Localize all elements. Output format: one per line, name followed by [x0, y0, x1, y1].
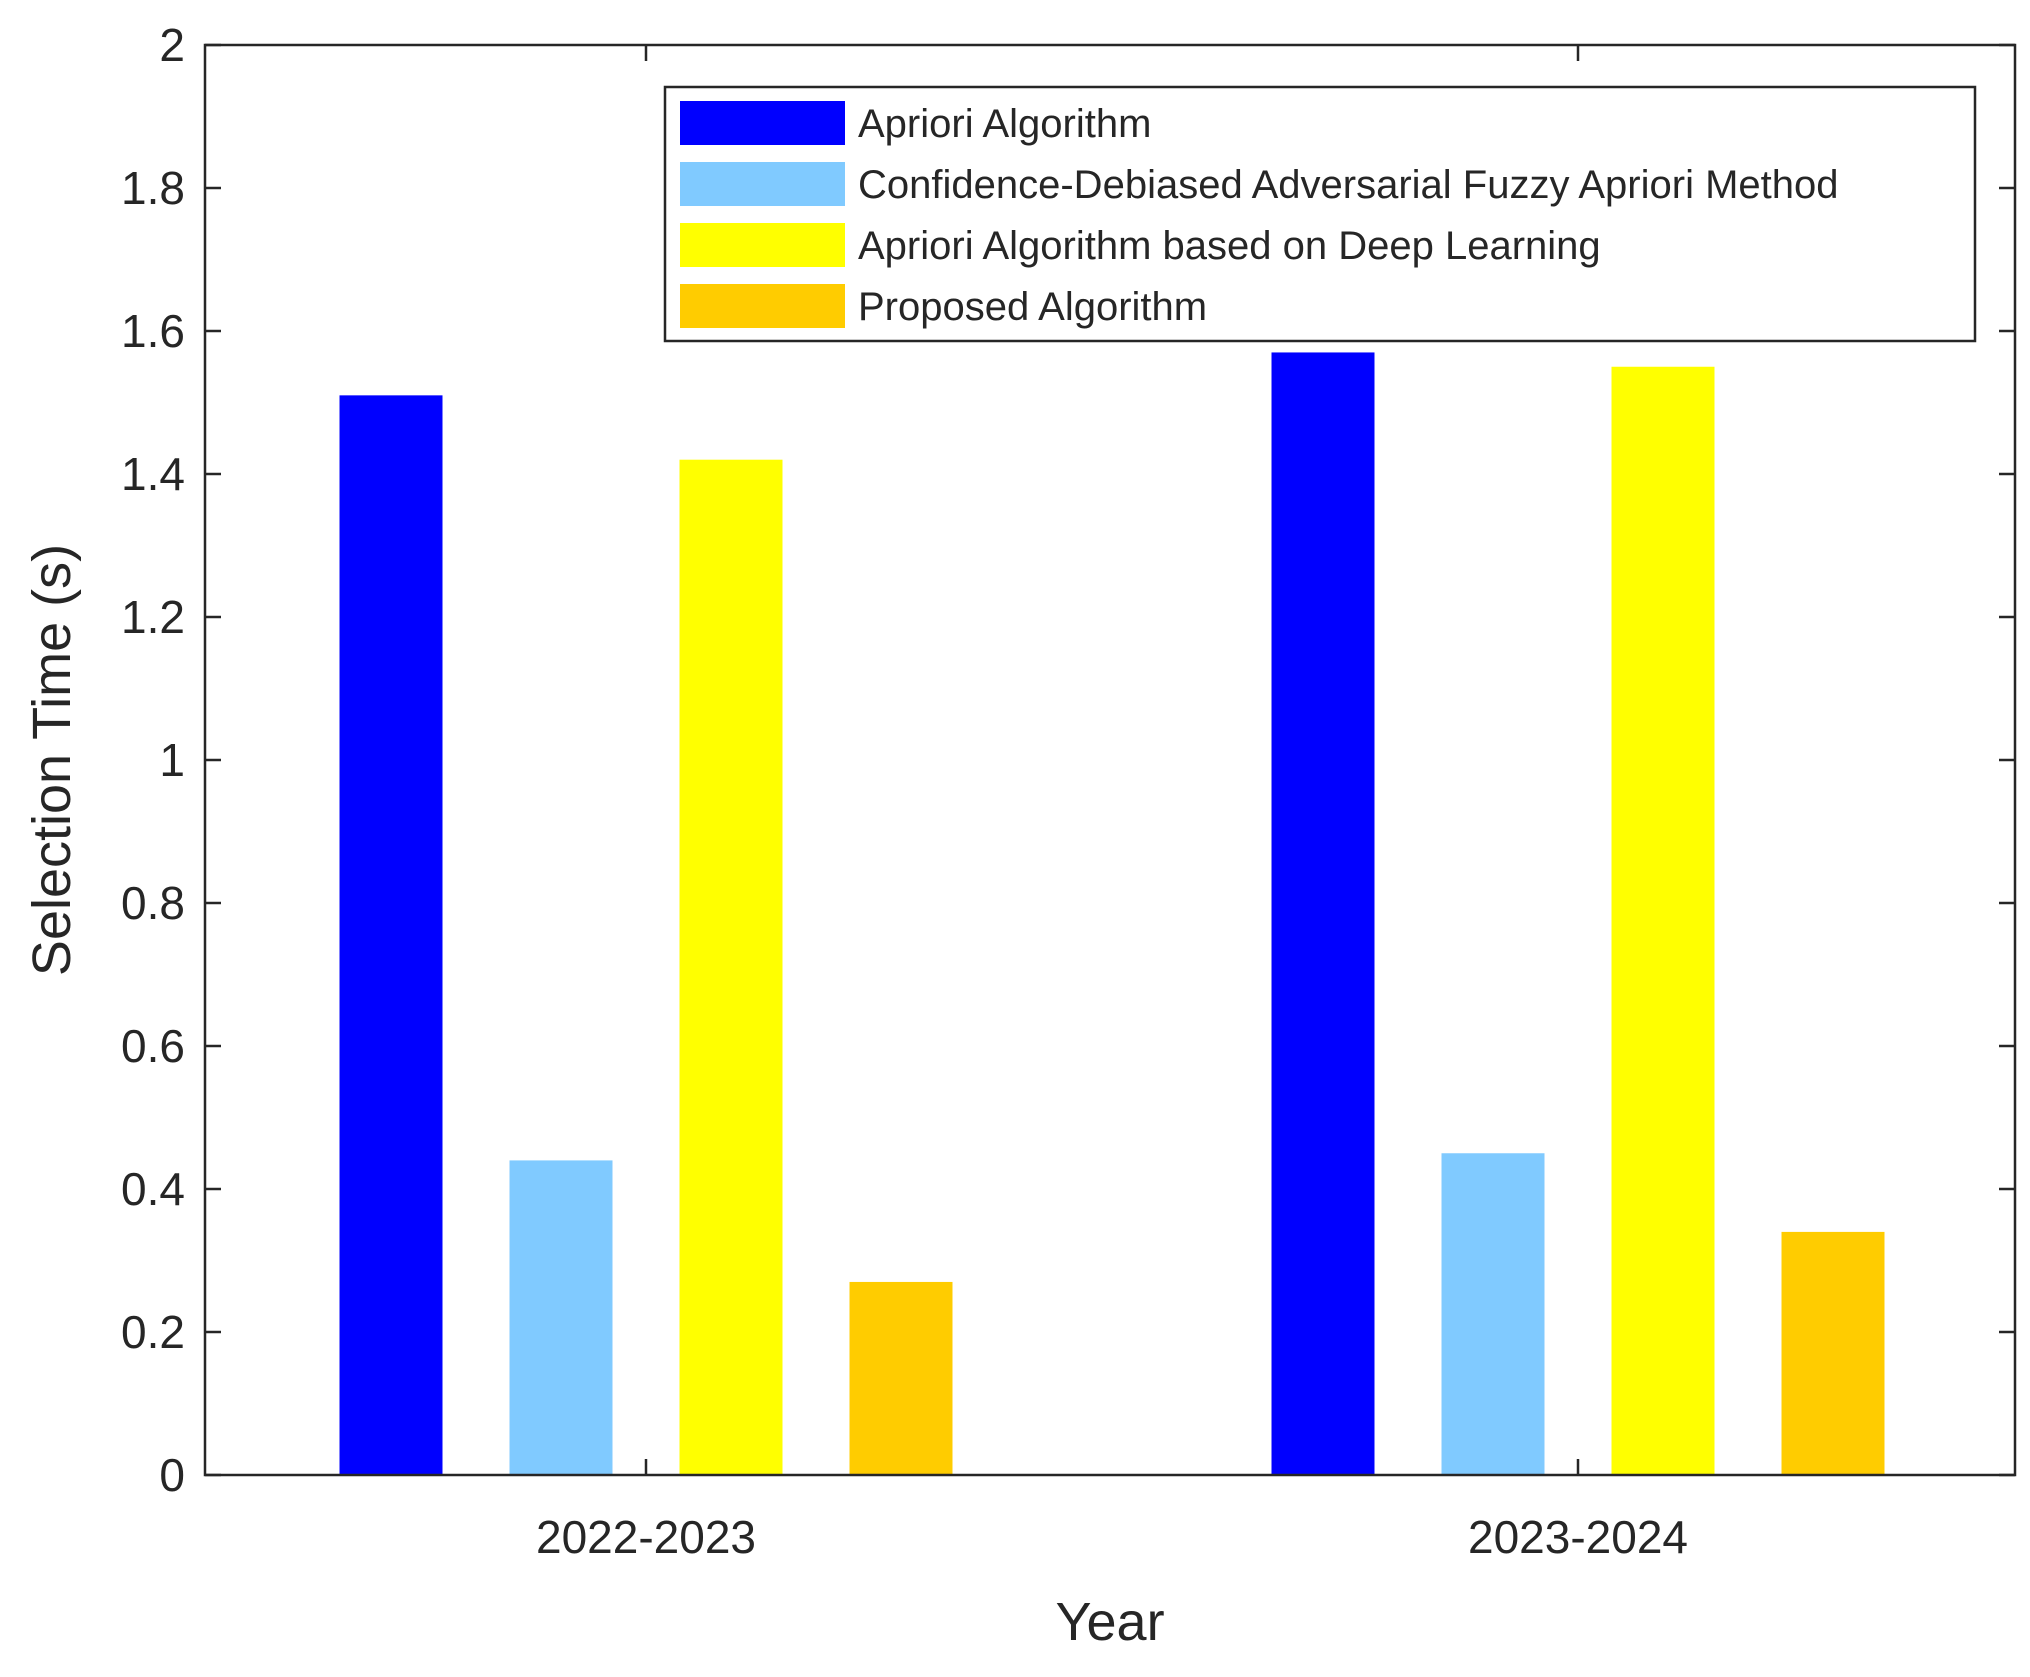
legend: Apriori Algorithm Confidence-Debiased Adv… — [663, 85, 1977, 343]
y-tick-label: 1.2 — [121, 591, 185, 643]
legend-swatch — [680, 223, 845, 267]
bar-1-2022-2023 — [339, 395, 443, 1476]
y-tick-label: 2 — [159, 19, 185, 71]
y-tick-label: 0 — [159, 1449, 185, 1501]
bar-3-2023-2024 — [1611, 366, 1715, 1475]
legend-swatch — [680, 284, 845, 328]
y-tick-label: 1.8 — [121, 162, 185, 214]
y-tick-label: 1 — [159, 734, 185, 786]
x-axis-title: Year — [1055, 1592, 1164, 1652]
x-axis: 2022-2023 2023-2024 — [536, 45, 1688, 1563]
x-tick-label: 2023-2024 — [1468, 1511, 1688, 1563]
bar-2-2023-2024 — [1441, 1153, 1545, 1475]
legend-box — [663, 85, 1977, 343]
y-axis: 0 0.2 0.4 0.6 0.8 1 1.2 1.4 1.6 1.8 2 — [121, 19, 2015, 1501]
y-tick-label: 1.6 — [121, 305, 185, 357]
y-tick-label: 0.4 — [121, 1163, 185, 1215]
legend-label: Confidence-Debiased Adversarial Fuzzy Ap… — [858, 163, 1839, 207]
bar-3-2022-2023 — [679, 459, 783, 1475]
y-tick-label: 0.6 — [121, 1020, 185, 1072]
bar-1-2023-2024 — [1271, 352, 1375, 1476]
y-tick-label: 1.4 — [121, 448, 185, 500]
legend-swatch — [680, 101, 845, 145]
legend-swatch — [680, 162, 845, 206]
y-tick-label: 0.8 — [121, 877, 185, 929]
legend-label: Apriori Algorithm based on Deep Learning — [858, 224, 1601, 268]
x-tick-label: 2022-2023 — [536, 1511, 756, 1563]
bar-4-2023-2024 — [1781, 1231, 1885, 1475]
legend-label: Proposed Algorithm — [858, 285, 1207, 329]
bars-layer — [339, 352, 1885, 1476]
y-axis-title: Selection Time (s) — [22, 544, 82, 976]
legend-label: Apriori Algorithm — [858, 102, 1151, 146]
bar-4-2022-2023 — [849, 1281, 953, 1475]
bar-2-2022-2023 — [509, 1160, 613, 1475]
y-tick-label: 0.2 — [121, 1306, 185, 1358]
